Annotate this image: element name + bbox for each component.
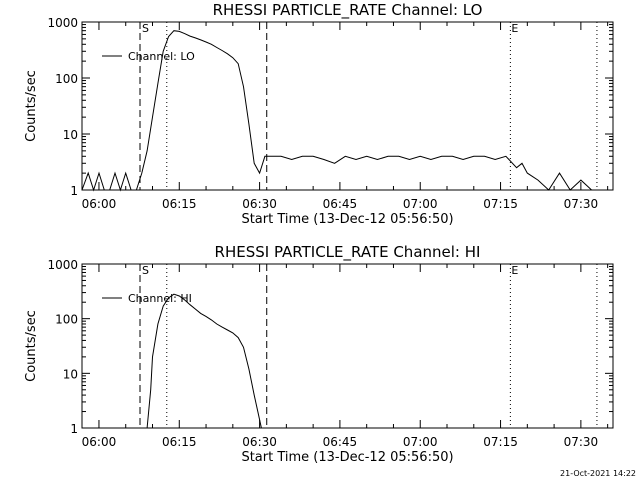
x-tick-label: 07:15 [483, 435, 518, 449]
y-axis-label: Counts/sec [24, 70, 39, 142]
chart-title: RHESSI PARTICLE_RATE Channel: HI [215, 243, 481, 262]
x-tick-label: 07:30 [564, 435, 599, 449]
y-tick-label: 1 [70, 184, 78, 198]
x-tick-label: 06:45 [323, 197, 358, 211]
plot-frame [81, 21, 614, 191]
legend-label: Channel: LO [128, 50, 195, 63]
y-tick-label: 100 [55, 313, 78, 327]
x-tick-label: 06:30 [242, 435, 277, 449]
series-line [81, 30, 613, 192]
start-marker: S [142, 264, 149, 277]
start-marker: S [142, 22, 149, 35]
x-tick-label: 06:45 [323, 435, 358, 449]
x-tick-label: 07:00 [403, 435, 438, 449]
x-tick-label: 06:00 [82, 197, 117, 211]
x-tick-label: 07:00 [403, 197, 438, 211]
y-tick-label: 100 [55, 72, 78, 86]
x-tick-label: 06:15 [162, 197, 197, 211]
y-tick-label: 1 [70, 422, 78, 436]
plot-frame [81, 263, 614, 429]
y-tick-label: 1000 [47, 16, 78, 30]
x-axis-label: Start Time (13-Dec-12 05:56:50) [241, 212, 453, 227]
x-tick-label: 07:30 [564, 197, 599, 211]
legend-label: Channel: HI [128, 292, 192, 305]
y-tick-label: 1000 [47, 258, 78, 272]
end-marker: E [511, 264, 518, 277]
series-line [146, 293, 262, 429]
x-tick-label: 06:30 [242, 197, 277, 211]
y-axis-label: Counts/sec [24, 310, 39, 382]
footer-timestamp: 21-Oct-2021 14:22 [560, 469, 636, 478]
end-marker: E [511, 22, 518, 35]
y-tick-label: 10 [63, 367, 78, 381]
x-axis-label: Start Time (13-Dec-12 05:56:50) [241, 450, 453, 465]
chart-title: RHESSI PARTICLE_RATE Channel: LO [213, 1, 483, 20]
x-tick-label: 06:00 [82, 435, 117, 449]
x-tick-label: 06:15 [162, 435, 197, 449]
y-tick-label: 10 [63, 128, 78, 142]
x-tick-label: 07:15 [483, 197, 518, 211]
